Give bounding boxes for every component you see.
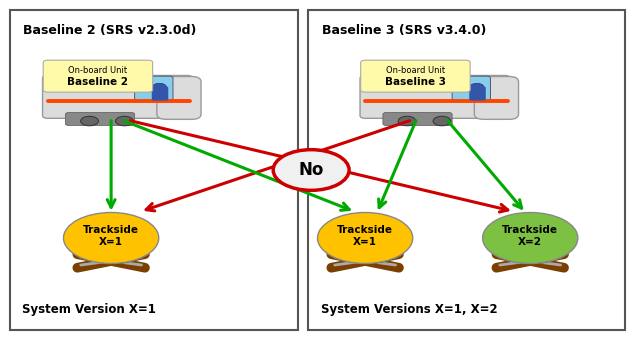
FancyBboxPatch shape [469, 86, 486, 101]
Text: Trackside
X=1: Trackside X=1 [83, 225, 139, 247]
FancyBboxPatch shape [157, 76, 201, 119]
Text: Trackside
X=2: Trackside X=2 [502, 225, 558, 247]
Circle shape [81, 116, 98, 126]
Text: No: No [298, 161, 324, 179]
FancyBboxPatch shape [10, 10, 298, 330]
FancyBboxPatch shape [308, 10, 625, 330]
FancyBboxPatch shape [65, 113, 135, 125]
Circle shape [433, 116, 451, 126]
Circle shape [273, 150, 349, 190]
Text: Baseline 3: Baseline 3 [385, 77, 446, 87]
FancyBboxPatch shape [360, 75, 510, 118]
Text: Trackside
X=1: Trackside X=1 [337, 225, 393, 247]
Circle shape [64, 212, 159, 264]
Circle shape [483, 212, 578, 264]
Text: Baseline 2 (SRS v2.3.0d): Baseline 2 (SRS v2.3.0d) [23, 24, 197, 37]
Text: Baseline 3 (SRS v3.4.0): Baseline 3 (SRS v3.4.0) [322, 24, 486, 37]
FancyBboxPatch shape [383, 113, 452, 125]
Text: On-board Unit: On-board Unit [69, 66, 128, 75]
FancyBboxPatch shape [452, 76, 490, 101]
FancyBboxPatch shape [152, 86, 168, 101]
Circle shape [398, 116, 416, 126]
Text: On-board Unit: On-board Unit [386, 66, 445, 75]
Circle shape [318, 212, 413, 264]
Text: Baseline 2: Baseline 2 [67, 77, 128, 87]
FancyBboxPatch shape [135, 76, 173, 101]
FancyBboxPatch shape [474, 76, 519, 119]
Circle shape [152, 83, 166, 91]
Text: System Version X=1: System Version X=1 [22, 303, 156, 316]
FancyBboxPatch shape [361, 60, 470, 92]
FancyBboxPatch shape [43, 60, 152, 92]
FancyBboxPatch shape [43, 75, 192, 118]
Circle shape [116, 116, 133, 126]
Circle shape [470, 83, 484, 91]
Text: System Versions X=1, X=2: System Versions X=1, X=2 [321, 303, 497, 316]
